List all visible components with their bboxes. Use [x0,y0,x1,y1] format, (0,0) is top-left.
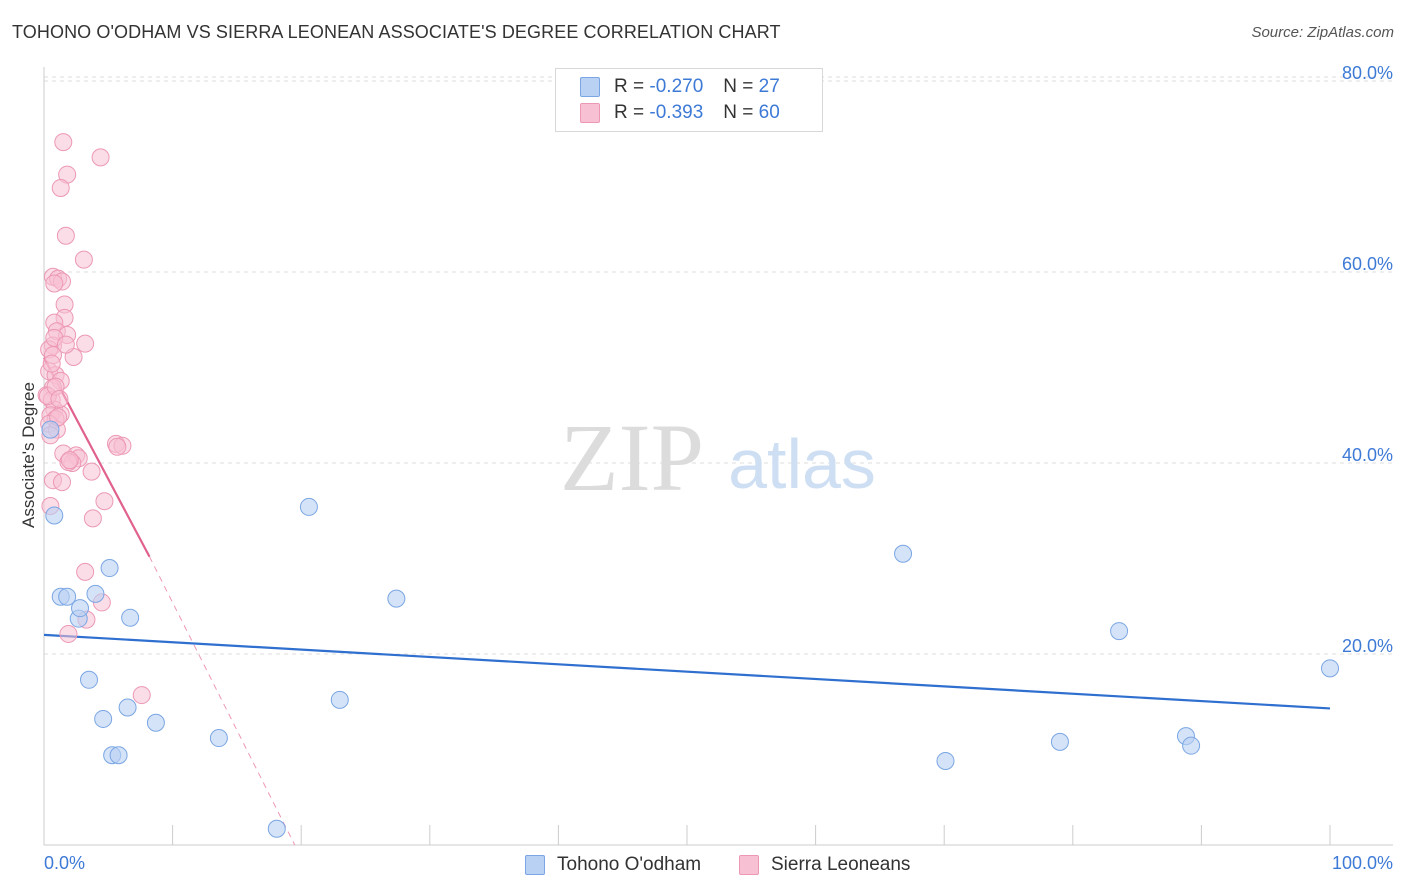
stats-row-sierra: R = -0.393 N = 60 [580,100,780,126]
point-tohono-oodham [121,608,140,627]
point-tohono-oodham [109,746,128,765]
n-value: 60 [758,102,780,123]
n-label: N = [723,102,754,123]
point-tohono-oodham [86,584,105,603]
blue-swatch [580,77,600,97]
r-value: -0.270 [649,76,704,97]
point-tohono-oodham [1050,732,1069,751]
point-tohono-oodham [71,599,90,618]
n-value: 27 [758,76,780,97]
point-sierra-leoneans [76,334,95,353]
point-sierra-leoneans [56,226,75,245]
point-tohono-oodham [894,544,913,563]
point-sierra-leoneans [56,335,75,354]
point-sierra-leoneans [42,354,61,373]
axes [43,67,1393,846]
point-sierra-leoneans [54,133,73,152]
data-points [37,133,1339,838]
chart-title: TOHONO O'ODHAM VS SIERRA LEONEAN ASSOCIA… [12,22,781,42]
x-tick-label: 0.0% [44,853,85,873]
point-sierra-leoneans [91,148,110,167]
point-tohono-oodham [94,709,113,728]
y-tick-label: 40.0% [1342,445,1393,465]
grid [44,76,1393,655]
n-label: N = [723,76,754,97]
point-tohono-oodham [1321,659,1339,678]
y-tick-label: 60.0% [1342,254,1393,274]
y-axis-label: Associate's Degree [19,382,38,528]
point-sierra-leoneans [53,473,72,492]
point-tohono-oodham [146,713,165,732]
stats-legend: R = -0.270 N = 27 R = -0.393 N = 60 [555,68,823,132]
point-tohono-oodham [267,819,286,838]
point-tohono-oodham [118,698,137,717]
point-tohono-oodham [330,690,349,709]
point-tohono-oodham [299,497,318,516]
point-tohono-oodham [41,420,60,439]
point-sierra-leoneans [95,492,114,511]
stats-row-tohono: R = -0.270 N = 27 [580,74,780,100]
r-label: R = [614,102,645,123]
pink-swatch [580,103,600,123]
r-value: -0.393 [649,102,704,123]
point-tohono-oodham [1110,622,1129,641]
trend-line-tohono [43,633,1331,710]
x-tick-label: 100.0% [1332,853,1393,873]
point-sierra-leoneans [82,462,101,481]
point-tohono-oodham [1182,736,1201,755]
point-tohono-oodham [209,729,228,748]
point-tohono-oodham [100,559,119,578]
legend-label: Sierra Leoneans [771,854,911,875]
point-sierra-leoneans [74,250,93,269]
point-tohono-oodham [80,670,99,689]
point-sierra-leoneans [76,562,95,581]
blue-swatch [525,855,545,875]
r-label: R = [614,76,645,97]
source-label: Source: ZipAtlas.com [1251,24,1394,41]
legend-item-tohono: Tohono O'odham [525,852,701,878]
trend-extension-sierra [149,556,296,846]
y-tick-label: 80.0% [1342,63,1393,83]
tick-labels: 20.0% 40.0% 60.0% 80.0% 0.0% 100.0% [44,63,1393,873]
point-sierra-leoneans [50,390,69,409]
point-sierra-leoneans [45,274,64,293]
point-tohono-oodham [45,506,64,525]
y-tick-label: 20.0% [1342,636,1393,656]
point-sierra-leoneans [108,437,127,456]
pink-swatch [739,855,759,875]
point-tohono-oodham [936,751,955,770]
point-tohono-oodham [387,589,406,608]
watermark-zip: ZIP [560,404,704,511]
watermark: ZIP atlas [560,404,876,511]
point-sierra-leoneans [59,624,78,643]
point-sierra-leoneans [60,451,79,470]
watermark-atlas: atlas [728,425,876,503]
point-tohono-oodham [58,587,77,606]
legend-label: Tohono O'odham [557,854,702,875]
legend-item-sierra: Sierra Leoneans [739,852,910,878]
point-sierra-leoneans [132,686,151,705]
point-sierra-leoneans [83,509,102,528]
point-sierra-leoneans [51,178,70,197]
